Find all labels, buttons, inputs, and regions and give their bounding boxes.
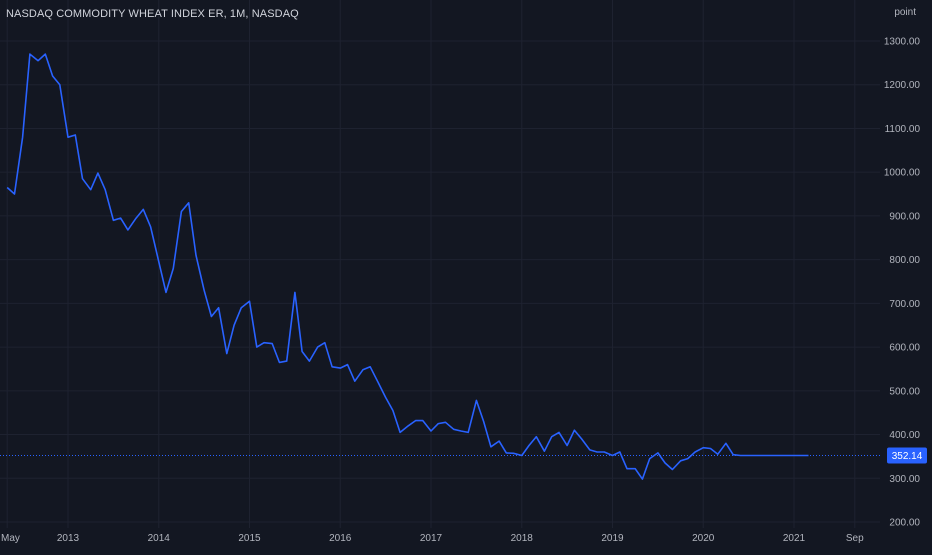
y-tick-label: 800.00 (889, 255, 920, 266)
y-tick-label: 400.00 (889, 430, 920, 441)
unit-label: point (894, 7, 916, 18)
x-tick-label: 2015 (238, 533, 261, 544)
x-tick-label: 2021 (783, 533, 806, 544)
price-tag-bg (887, 447, 927, 464)
price-tag-label: 352.14 (892, 451, 923, 462)
grid-lines (0, 0, 880, 528)
y-tick-label: 1300.00 (884, 37, 921, 48)
y-tick-label: 500.00 (889, 386, 920, 397)
x-tick-label: May (1, 533, 20, 544)
y-tick-label: 1000.00 (884, 168, 921, 179)
x-tick-label: 2014 (148, 533, 171, 544)
series-line-group (6, 53, 809, 480)
y-tick-label: 1100.00 (885, 124, 921, 135)
chart-title: NASDAQ COMMODITY WHEAT INDEX ER, 1M, NAS… (6, 8, 299, 20)
y-tick-label: 600.00 (889, 343, 920, 354)
y-tick-label: 200.00 (889, 518, 920, 529)
y-tick-label: 300.00 (889, 474, 920, 485)
y-tick-label: 1200.00 (884, 80, 921, 91)
series-line (6, 53, 809, 480)
x-tick-label: 2019 (601, 533, 624, 544)
x-axis[interactable]: May 2013 2014 2015 2016 2017 2018 2019 2020 2021 S… (1, 533, 864, 544)
y-tick-label: 700.00 (889, 299, 920, 310)
y-tick-label: 900.00 (889, 211, 920, 222)
price-tag-group: 352.14 (887, 447, 927, 464)
x-tick-label: 2020 (692, 533, 715, 544)
y-axis[interactable]: 200.00 300.00 400.00 500.00 600.00 700.00 800.… (884, 37, 921, 529)
x-tick-label: Sep (846, 533, 864, 544)
x-tick-label: 2018 (511, 533, 534, 544)
x-tick-label: 2017 (420, 533, 443, 544)
x-tick-label: 2016 (329, 533, 352, 544)
x-tick-label: 2013 (57, 533, 80, 544)
